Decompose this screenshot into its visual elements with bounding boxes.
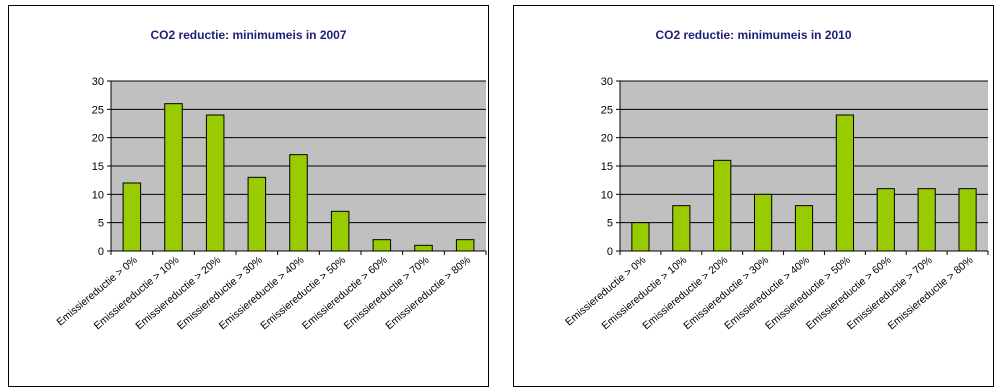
y-tick-label: 10: [92, 189, 104, 201]
bar: [455, 239, 475, 252]
y-tick-label: 0: [98, 246, 104, 258]
y-tick-label: 20: [92, 133, 104, 145]
y-tick-label: 5: [98, 218, 104, 230]
y-tick-label: 25: [601, 104, 613, 116]
chart-panel-2010: CO2 reductie: minimumeis in 2010 0 5 10 15 2…: [513, 5, 994, 387]
bar: [876, 188, 895, 252]
bar: [631, 222, 650, 252]
bar: [917, 188, 936, 252]
bar: [205, 114, 225, 252]
bar: [672, 205, 691, 252]
bar: [713, 159, 732, 252]
chart-title: CO2 reductie: minimumeis in 2010: [655, 28, 852, 42]
bar: [330, 210, 350, 252]
chart-panel-2007: CO2 reductie: minimumeis in 2007 0 5 10 15 2…: [8, 5, 489, 387]
bar: [794, 205, 814, 252]
y-tick-label: 15: [601, 161, 613, 173]
y-tick-label: 10: [601, 189, 613, 201]
y-tick-label: 5: [607, 218, 613, 230]
bar: [164, 103, 183, 252]
bar: [414, 244, 433, 252]
bar: [754, 193, 773, 252]
bar: [958, 188, 977, 252]
bar: [122, 182, 142, 252]
y-tick-label: 25: [92, 104, 104, 116]
y-tick-label: 20: [601, 133, 613, 145]
bar: [835, 114, 854, 252]
y-tick-label: 0: [607, 246, 613, 258]
bar: [289, 154, 308, 252]
bar: [372, 239, 392, 252]
y-tick-label: 30: [92, 76, 104, 88]
chart-title: CO2 reductie: minimumeis in 2007: [150, 28, 347, 42]
y-tick-label: 30: [601, 76, 613, 88]
y-tick-label: 15: [92, 161, 104, 173]
bar: [247, 176, 267, 252]
